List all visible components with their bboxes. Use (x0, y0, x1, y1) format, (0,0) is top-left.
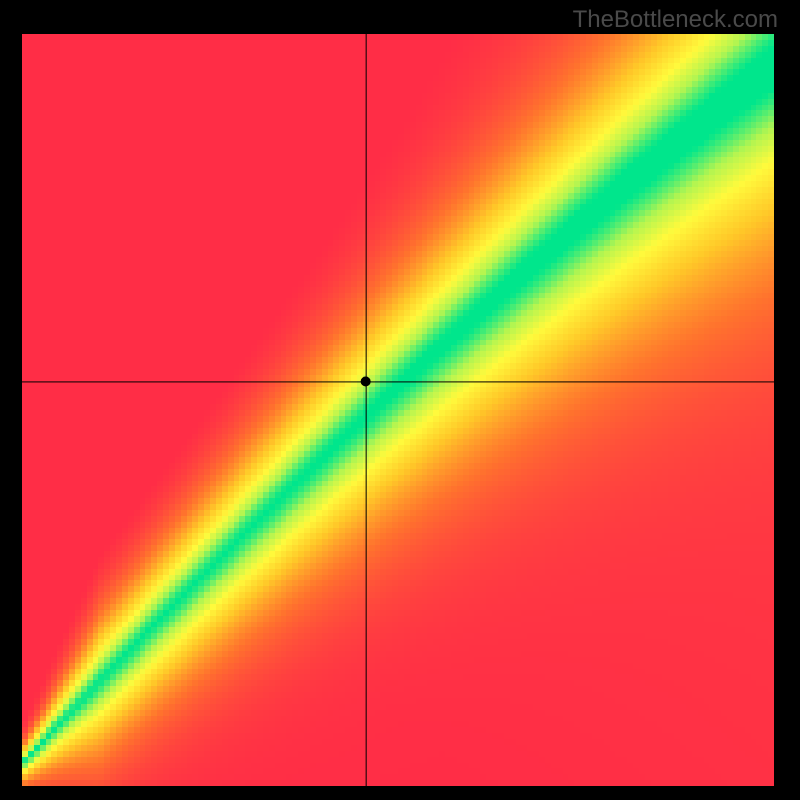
plot-area (22, 34, 774, 786)
heatmap-canvas (22, 34, 774, 786)
watermark-text: TheBottleneck.com (573, 6, 778, 34)
chart-wrapper: TheBottleneck.com (0, 0, 800, 800)
